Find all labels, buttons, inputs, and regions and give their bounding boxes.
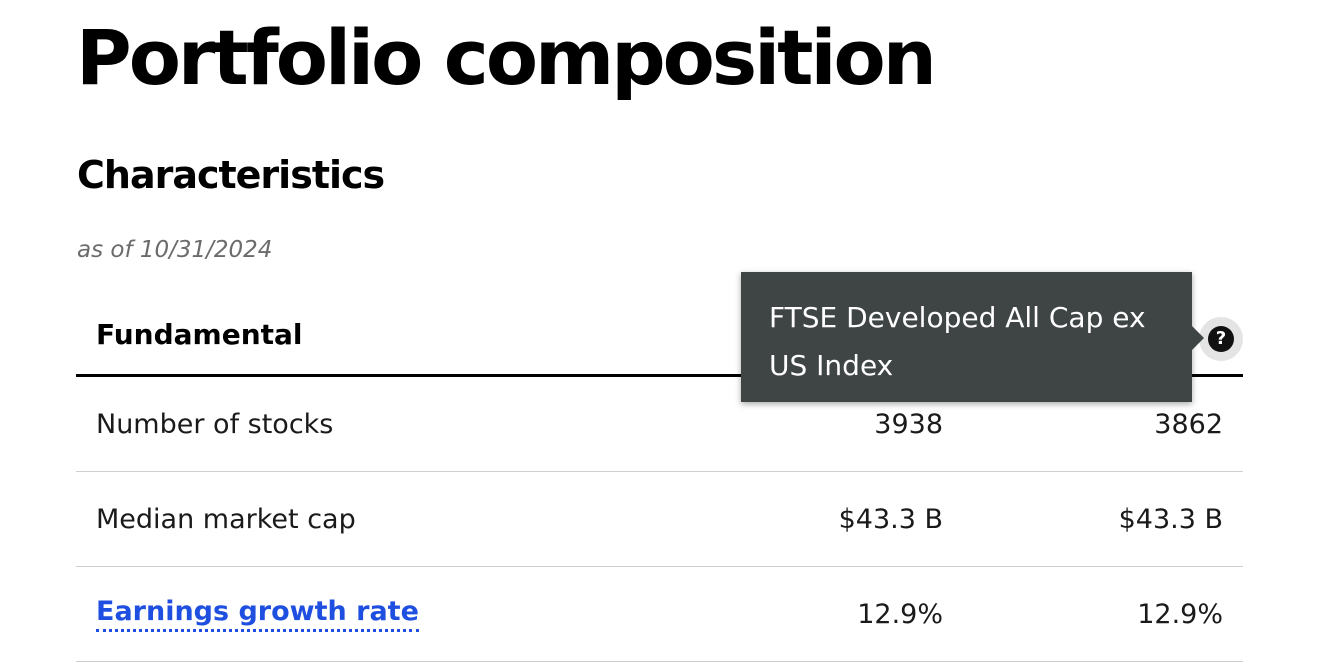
page-title: Portfolio composition	[76, 13, 937, 102]
benchmark-value: $43.3 B	[1118, 503, 1223, 535]
table-row: Number of stocks 3938 3862	[76, 377, 1243, 472]
benchmark-tooltip: FTSE Developed All Cap ex US Index	[741, 272, 1204, 402]
row-label-earnings-growth-rate: Earnings growth rate	[96, 567, 419, 661]
as-of-date: as of 10/31/2024	[77, 237, 273, 263]
fund-value: 12.9%	[857, 598, 943, 630]
characteristics-table: Fundamental ? Number of stocks 3938 3862…	[76, 295, 1243, 662]
earnings-growth-rate-link[interactable]: Earnings growth rate	[96, 596, 419, 632]
tooltip-text: FTSE Developed All Cap ex US Index	[769, 301, 1146, 382]
table-header-row: Fundamental ?	[76, 295, 1243, 377]
table-row: Median market cap $43.3 B $43.3 B	[76, 472, 1243, 567]
benchmark-value: 3862	[1154, 408, 1223, 440]
table-row: Earnings growth rate 12.9% 12.9%	[76, 567, 1243, 662]
fund-value: $43.3 B	[838, 503, 943, 535]
fund-value: 3938	[874, 408, 943, 440]
question-circle-icon: ?	[1208, 326, 1234, 352]
benchmark-value: 12.9%	[1137, 598, 1223, 630]
help-button[interactable]: ?	[1199, 317, 1243, 361]
section-title: Characteristics	[77, 153, 385, 197]
column-header-fundamental: Fundamental	[96, 318, 303, 351]
tooltip-arrow	[1192, 326, 1204, 350]
row-label-median-market-cap: Median market cap	[96, 503, 356, 535]
row-label-number-of-stocks: Number of stocks	[96, 408, 334, 440]
